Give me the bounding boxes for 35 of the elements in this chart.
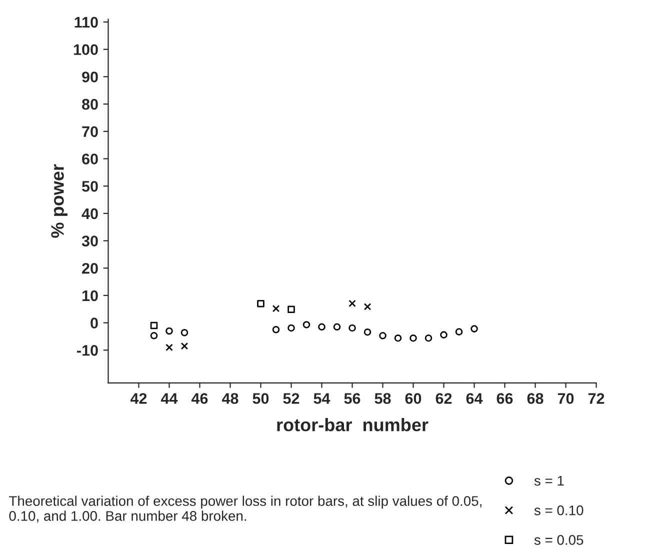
x-axis-title: rotor-bar number xyxy=(277,418,428,432)
y-tick-label: 10 xyxy=(82,290,98,302)
x-tick-label: 72 xyxy=(588,393,604,404)
x-tick-label: 46 xyxy=(191,393,208,404)
text: Theoretical variation of excess power loss in rotor bars, at slip values of 0.05, 0.10, and 1.00. Bar number 48 broken. xyxy=(9,496,482,523)
y-tick-label: -10 xyxy=(77,345,98,356)
x-tick-label: 68 xyxy=(527,393,544,404)
y-tick-label: 80 xyxy=(82,98,98,110)
x-tick-label: 58 xyxy=(374,393,391,404)
y-tick-label: 90 xyxy=(82,72,98,82)
x-tick-label: 54 xyxy=(314,393,330,404)
x-tick-label: 48 xyxy=(222,393,238,404)
x-tick-label: 64 xyxy=(466,393,483,404)
legend-label: s = 0.10 xyxy=(534,505,584,516)
y-tick-label: 100 xyxy=(74,44,98,56)
y-tick-label: 0 xyxy=(90,318,98,328)
y-axis-title: % power xyxy=(51,164,68,238)
legend-label: s = 1 xyxy=(534,476,564,486)
x-tick-label: 52 xyxy=(283,393,300,404)
x-tick-label: 56 xyxy=(344,393,360,404)
x-tick-label: 60 xyxy=(405,393,422,404)
x-tick-label: 66 xyxy=(496,393,513,404)
legend-label: s = 0.05 xyxy=(534,535,584,545)
y-tick-label: 30 xyxy=(82,236,98,246)
x-tick-label: 70 xyxy=(558,393,574,404)
y-tick-label: 50 xyxy=(82,180,98,192)
x-tick-label: 50 xyxy=(252,393,269,404)
y-tick-label: 20 xyxy=(82,262,98,274)
y-tick-label: 70 xyxy=(82,126,98,138)
x-tick-label: 44 xyxy=(160,393,178,404)
y-tick-label: 110 xyxy=(74,16,98,28)
x-tick-label: 62 xyxy=(436,393,452,404)
x-tick-label: 42 xyxy=(130,393,147,404)
y-tick-label: 40 xyxy=(82,208,98,220)
y-tick-label: 60 xyxy=(82,154,98,164)
